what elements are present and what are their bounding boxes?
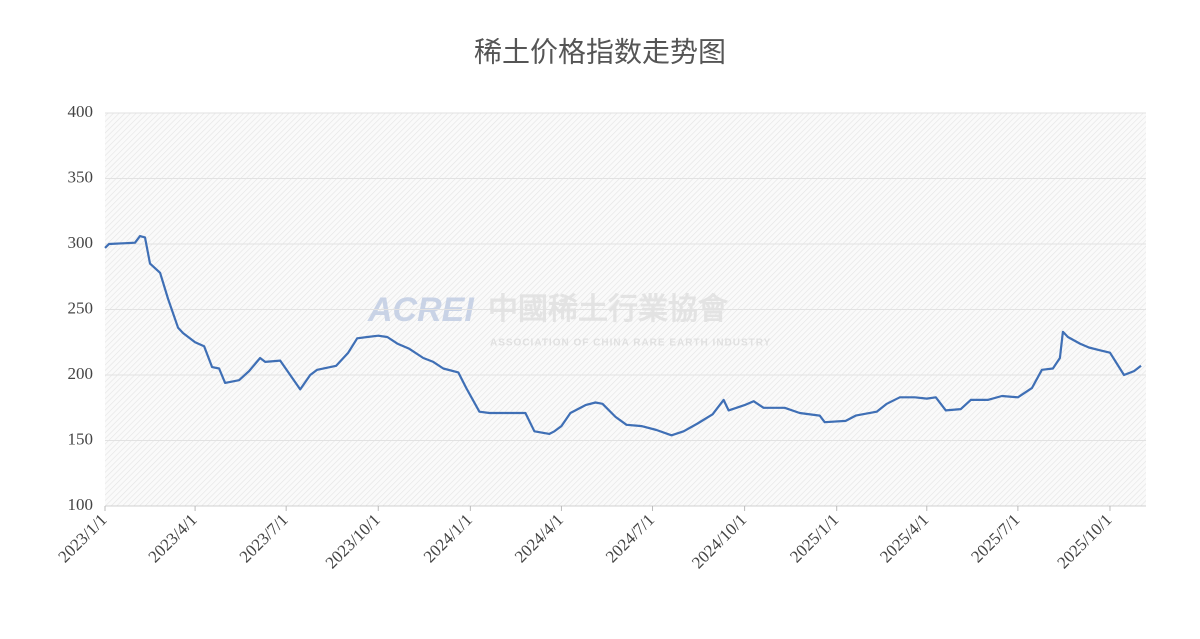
x-tick-label: 2023/10/1 — [322, 510, 384, 572]
y-tick-label: 400 — [68, 102, 94, 121]
y-tick-label: 350 — [68, 167, 94, 186]
x-tick-label: 2023/7/1 — [236, 510, 292, 566]
x-tick-label: 2025/4/1 — [876, 510, 932, 566]
x-tick-label: 2025/7/1 — [967, 510, 1023, 566]
x-tick-label: 2025/1/1 — [786, 510, 842, 566]
chart-title: 稀土价格指数走势图 — [474, 36, 726, 68]
y-tick-label: 300 — [68, 233, 94, 252]
x-tick-label: 2024/1/1 — [420, 510, 476, 566]
x-tick-label: 2023/4/1 — [144, 510, 200, 566]
series-line — [104, 235, 1142, 437]
x-tick-label: 2024/10/1 — [688, 510, 750, 572]
y-tick-label: 250 — [68, 298, 94, 317]
watermark-name: 中國稀土行業協會 — [488, 292, 729, 326]
y-tick-label: 150 — [68, 429, 94, 448]
x-tick-label: 2024/7/1 — [602, 510, 658, 566]
x-tick-label: 2023/1/1 — [54, 510, 110, 566]
x-tick-label: 2025/10/1 — [1053, 510, 1115, 572]
x-tick-label: 2024/4/1 — [511, 510, 567, 566]
y-tick-label: 200 — [68, 364, 94, 383]
y-tick-label: 100 — [68, 495, 94, 514]
watermark-subtitle: ASSOCIATION OF CHINA RARE EARTH INDUSTRY — [490, 338, 771, 349]
